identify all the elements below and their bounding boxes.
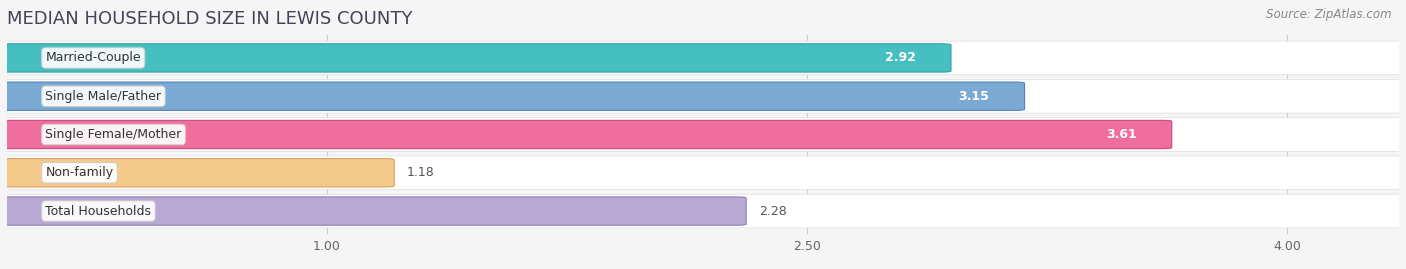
FancyBboxPatch shape: [0, 197, 747, 225]
FancyBboxPatch shape: [0, 79, 1406, 113]
FancyBboxPatch shape: [0, 156, 1406, 190]
Text: Married-Couple: Married-Couple: [45, 51, 141, 65]
Text: Single Male/Father: Single Male/Father: [45, 90, 162, 103]
FancyBboxPatch shape: [0, 41, 1406, 75]
Text: MEDIAN HOUSEHOLD SIZE IN LEWIS COUNTY: MEDIAN HOUSEHOLD SIZE IN LEWIS COUNTY: [7, 10, 412, 28]
Text: 2.28: 2.28: [759, 204, 787, 218]
Text: 3.15: 3.15: [959, 90, 990, 103]
Text: Non-family: Non-family: [45, 166, 114, 179]
Text: Single Female/Mother: Single Female/Mother: [45, 128, 181, 141]
Text: Total Households: Total Households: [45, 204, 152, 218]
FancyBboxPatch shape: [0, 118, 1406, 151]
FancyBboxPatch shape: [0, 44, 950, 72]
Text: 1.18: 1.18: [406, 166, 434, 179]
FancyBboxPatch shape: [0, 120, 1171, 149]
Text: 3.61: 3.61: [1107, 128, 1136, 141]
Text: 2.92: 2.92: [884, 51, 915, 65]
FancyBboxPatch shape: [0, 194, 1406, 228]
FancyBboxPatch shape: [0, 159, 394, 187]
Text: Source: ZipAtlas.com: Source: ZipAtlas.com: [1267, 8, 1392, 21]
FancyBboxPatch shape: [0, 82, 1025, 110]
